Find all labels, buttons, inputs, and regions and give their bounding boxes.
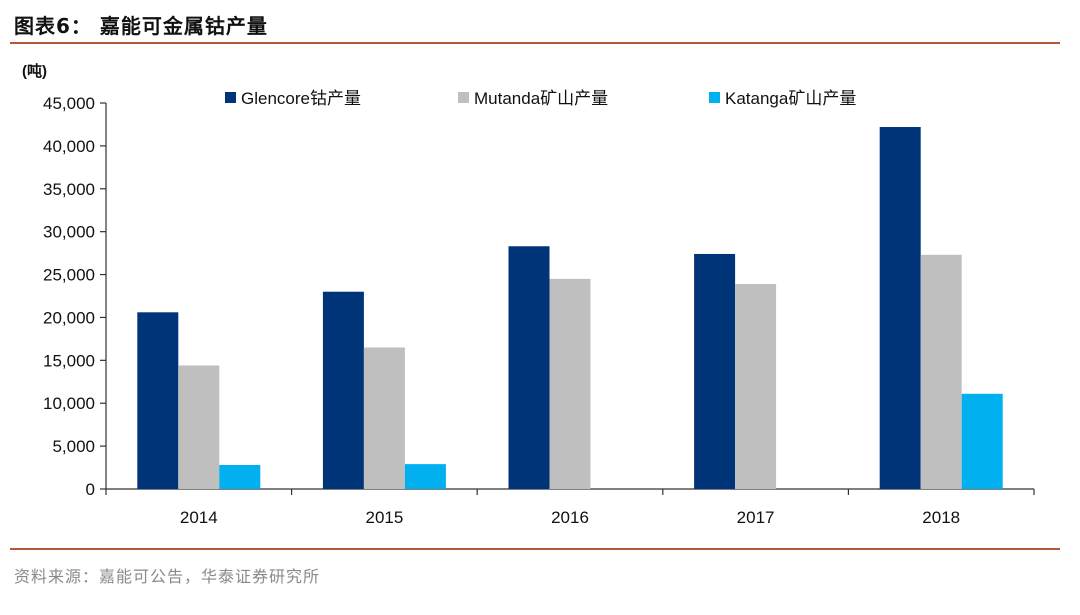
y-tick-label: 10,000 — [43, 394, 95, 413]
source-divider — [10, 548, 1060, 550]
legend-swatch — [225, 92, 236, 103]
y-tick-label: 0 — [86, 480, 95, 499]
y-axis: 0 5,000 10,000 15,000 20,000 25,000 30,000 35,0… — [43, 94, 107, 499]
bar-Mutanda矿山产量-2015 — [363, 347, 405, 489]
bar-Mutanda矿山产量-2018 — [920, 254, 962, 489]
legend-swatch — [458, 92, 469, 103]
bar-Glencore钴产量-2016 — [508, 246, 550, 489]
bar-Glencore钴产量-2018 — [879, 127, 921, 490]
y-tick-label: 5,000 — [52, 437, 95, 456]
legend-label: Katanga矿山产量 — [725, 89, 856, 108]
bar-Mutanda矿山产量-2014 — [178, 365, 220, 489]
x-tick-label: 2018 — [922, 508, 960, 527]
bar-Mutanda矿山产量-2016 — [549, 278, 591, 489]
bar-Glencore钴产量-2014 — [137, 312, 179, 489]
x-axis: 2014 2015 2016 2017 2018 — [105, 488, 1035, 527]
legend-label: Glencore钴产量 — [241, 89, 361, 108]
x-tick-label: 2015 — [365, 508, 403, 527]
bar-Glencore钴产量-2017 — [694, 253, 736, 489]
y-tick-label: 20,000 — [43, 308, 95, 327]
y-tick-label: 45,000 — [43, 94, 95, 113]
y-tick-label: 35,000 — [43, 180, 95, 199]
legend: Glencore钴产量 Mutanda矿山产量 Katanga矿山产量 — [225, 89, 856, 108]
y-axis-unit-label: (吨) — [22, 62, 47, 80]
legend-label: Mutanda矿山产量 — [474, 89, 608, 108]
bar-series-group — [137, 127, 1003, 490]
bar-Katanga矿山产量-2014 — [219, 464, 261, 489]
x-tick-label: 2016 — [551, 508, 589, 527]
figure-title: 图表6： 嘉能可金属钴产量 — [14, 14, 268, 38]
bar-Katanga矿山产量-2015 — [404, 464, 446, 489]
legend-swatch — [709, 92, 720, 103]
bar-Katanga矿山产量-2018 — [961, 393, 1003, 489]
y-tick-label: 30,000 — [43, 223, 95, 242]
bar-Mutanda矿山产量-2017 — [735, 283, 777, 489]
x-tick-label: 2017 — [737, 508, 775, 527]
x-tick-label: 2014 — [180, 508, 218, 527]
bar-Glencore钴产量-2015 — [322, 291, 364, 489]
y-tick-label: 25,000 — [43, 266, 95, 285]
source-note: 资料来源：嘉能可公告，华泰证券研究所 — [14, 567, 321, 586]
y-tick-label: 40,000 — [43, 137, 95, 156]
title-divider — [10, 42, 1060, 44]
y-tick-label: 15,000 — [43, 351, 95, 370]
